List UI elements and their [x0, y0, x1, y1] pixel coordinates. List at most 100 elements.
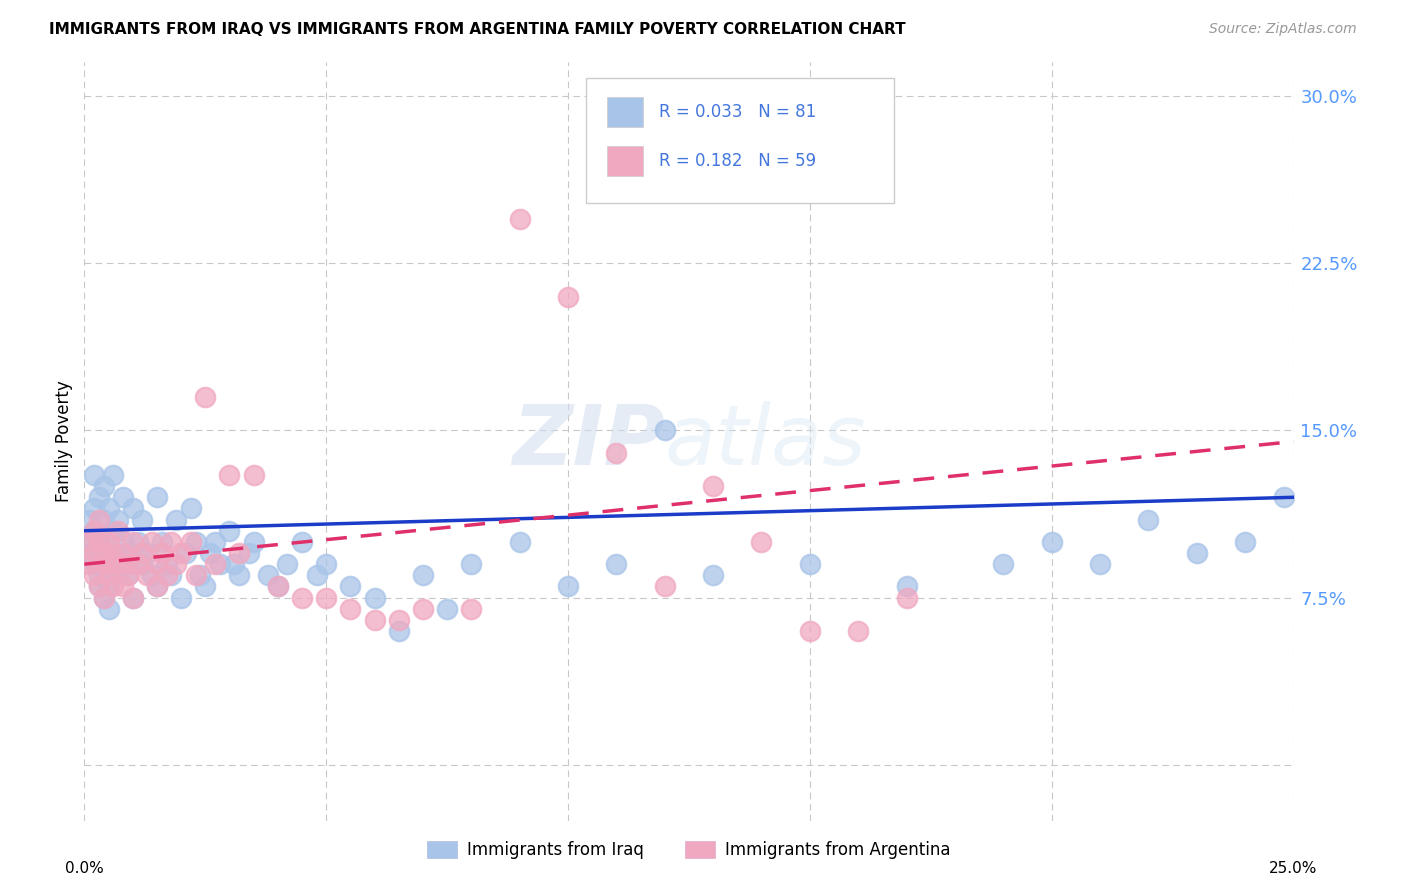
Point: [208, 557, 231, 572]
Point: [107, 557, 129, 572]
Point: [180, 501, 202, 516]
Point: [605, 557, 627, 572]
Point: [87, 491, 110, 505]
Point: [242, 467, 264, 482]
Point: [117, 557, 139, 572]
Point: [204, 557, 226, 572]
Point: [107, 512, 129, 526]
Point: [257, 568, 280, 582]
Point: [799, 557, 821, 572]
Point: [121, 591, 143, 605]
Point: [107, 557, 129, 572]
Text: ZIP: ZIP: [512, 401, 665, 482]
Point: [155, 568, 177, 582]
Point: [896, 591, 918, 605]
Point: [93, 591, 115, 605]
Point: [339, 601, 361, 615]
Point: [127, 557, 149, 572]
Point: [97, 557, 120, 572]
Text: Source: ZipAtlas.com: Source: ZipAtlas.com: [1209, 22, 1357, 37]
Point: [83, 524, 105, 538]
Point: [291, 534, 314, 549]
Point: [146, 580, 169, 594]
Text: R = 0.182   N = 59: R = 0.182 N = 59: [659, 152, 815, 170]
Point: [436, 601, 458, 615]
Point: [291, 591, 314, 605]
Point: [184, 568, 207, 582]
Point: [146, 491, 169, 505]
Point: [165, 512, 187, 526]
Point: [136, 546, 159, 560]
Point: [184, 534, 207, 549]
Point: [460, 557, 482, 572]
Point: [87, 512, 110, 526]
Point: [93, 512, 115, 526]
Point: [198, 546, 221, 560]
Point: [155, 557, 177, 572]
Point: [388, 613, 411, 627]
Point: [77, 534, 100, 549]
Point: [190, 568, 212, 582]
Point: [93, 546, 115, 560]
Point: [112, 534, 135, 549]
Point: [87, 546, 110, 560]
Point: [170, 591, 193, 605]
Text: atlas: atlas: [665, 401, 866, 482]
Point: [605, 445, 627, 460]
Point: [107, 524, 129, 538]
Point: [150, 546, 173, 560]
Point: [267, 580, 290, 594]
Point: [77, 557, 100, 572]
Point: [121, 501, 143, 516]
Point: [412, 568, 434, 582]
Point: [103, 568, 125, 582]
Point: [242, 534, 264, 549]
Point: [412, 601, 434, 615]
Point: [1088, 557, 1111, 572]
Point: [557, 580, 579, 594]
Point: [150, 534, 173, 549]
Point: [218, 467, 240, 482]
Point: [146, 580, 169, 594]
Point: [363, 613, 385, 627]
Text: 0.0%: 0.0%: [65, 861, 104, 876]
Point: [224, 557, 246, 572]
Point: [180, 534, 202, 549]
FancyBboxPatch shape: [586, 78, 894, 202]
Point: [131, 557, 153, 572]
Point: [87, 580, 110, 594]
Point: [388, 624, 411, 639]
Point: [267, 580, 290, 594]
Point: [83, 557, 105, 572]
Point: [136, 568, 159, 582]
Point: [97, 601, 120, 615]
Point: [97, 546, 120, 560]
Point: [93, 557, 115, 572]
Point: [97, 580, 120, 594]
Y-axis label: Family Poverty: Family Poverty: [55, 381, 73, 502]
Point: [87, 534, 110, 549]
Point: [654, 424, 676, 438]
FancyBboxPatch shape: [607, 145, 643, 177]
Point: [1272, 491, 1295, 505]
Point: [131, 546, 153, 560]
Point: [103, 467, 125, 482]
Point: [77, 534, 100, 549]
Point: [751, 534, 773, 549]
Point: [557, 289, 579, 303]
Point: [315, 591, 337, 605]
Point: [194, 390, 217, 404]
Point: [121, 591, 143, 605]
Point: [103, 580, 125, 594]
Point: [799, 624, 821, 639]
Point: [170, 546, 193, 560]
Point: [204, 534, 226, 549]
Point: [146, 557, 169, 572]
Point: [121, 534, 143, 549]
Point: [509, 211, 531, 226]
Point: [339, 580, 361, 594]
Point: [112, 546, 135, 560]
Text: IMMIGRANTS FROM IRAQ VS IMMIGRANTS FROM ARGENTINA FAMILY POVERTY CORRELATION CHA: IMMIGRANTS FROM IRAQ VS IMMIGRANTS FROM …: [49, 22, 905, 37]
Point: [276, 557, 298, 572]
Point: [131, 512, 153, 526]
